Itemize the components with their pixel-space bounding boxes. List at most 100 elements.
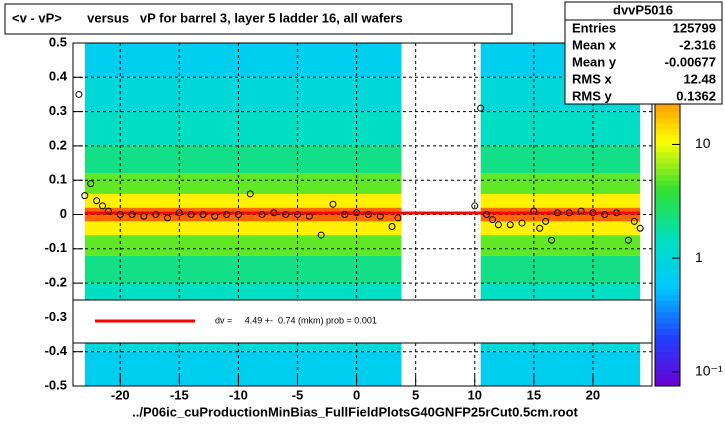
heatmap-cell [84, 193, 402, 208]
colorbar-band [655, 277, 680, 284]
heatmap-cell [84, 77, 402, 112]
profile-marker [477, 104, 485, 112]
colorbar-band [655, 157, 680, 164]
profile-marker [471, 202, 479, 210]
colorbar-band [655, 283, 680, 290]
stats-label: Entries [572, 20, 616, 35]
profile-marker [548, 236, 556, 244]
profile-marker [624, 236, 632, 244]
colorbar-band [655, 300, 680, 307]
colorbar-band [655, 220, 680, 227]
colorbar-band [655, 334, 680, 341]
colorbar-band [655, 328, 680, 336]
heatmap-cell [480, 193, 641, 208]
colorbar-band [655, 145, 680, 153]
profile-marker [282, 211, 290, 218]
heatmap-cell [84, 221, 402, 236]
profile-marker [353, 209, 361, 217]
heatmap-cell [480, 173, 641, 194]
profile-marker [376, 212, 384, 220]
profile-marker [93, 197, 101, 205]
colorbar-band [655, 185, 680, 193]
y-tick-label: -0.4 [45, 343, 68, 358]
profile-marker [199, 211, 207, 218]
colorbar-band [655, 203, 680, 210]
stats-box [564, 1, 723, 105]
colorbar-band [655, 357, 680, 364]
colorbar-band [655, 111, 680, 118]
x-tick-label: 0 [353, 387, 360, 402]
profile-marker [394, 214, 402, 222]
profile-marker [536, 224, 544, 232]
profile-marker [329, 200, 337, 208]
x-tick-label: -10 [229, 387, 248, 402]
chart-title: <v - vP> versus vP for barrel 3, layer 5… [12, 10, 403, 25]
profile-marker [341, 211, 349, 218]
stats-label: RMS x [572, 71, 613, 86]
x-tick-label: -5 [292, 387, 304, 402]
stats-value: 12.48 [683, 71, 716, 86]
x-tick-label: 20 [586, 387, 600, 402]
profile-marker [553, 209, 561, 217]
colorbar-band [655, 225, 680, 233]
heatmap-cell [84, 43, 402, 78]
colorbar-band [655, 340, 680, 347]
colorbar-band [655, 237, 680, 244]
profile-marker [211, 212, 219, 220]
profile-marker [99, 202, 107, 210]
colorbar-band [655, 294, 680, 301]
profile-marker [577, 207, 585, 215]
profile-marker [542, 217, 550, 225]
x-tick-label: 10 [468, 387, 482, 402]
y-tick-label: 0 [60, 206, 67, 221]
y-tick-label: -0.5 [45, 377, 67, 392]
colorbar-band [655, 140, 680, 147]
y-tick-label: 0.3 [49, 103, 67, 118]
profile-marker [75, 90, 83, 98]
colorbar-band [655, 208, 680, 215]
colorbar-band [655, 214, 680, 221]
stats-label: RMS y [572, 88, 613, 103]
profile-marker [589, 209, 597, 217]
legend-text: dv = 4.49 +- 0.74 (mkm) prob = 0.001 [215, 315, 377, 325]
heatmap-cell [84, 235, 402, 256]
profile-marker [388, 223, 396, 231]
colorbar-band [655, 271, 680, 278]
colorbar-band [655, 345, 680, 353]
y-tick-label: -0.2 [45, 275, 67, 290]
heatmap-cell [84, 111, 402, 146]
profile-marker [81, 192, 89, 200]
colorbar-band [655, 243, 680, 250]
heatmap-cell [84, 255, 402, 284]
x-tick-label: 15 [527, 387, 541, 402]
profile-marker [223, 211, 231, 218]
heatmap-cell [480, 255, 641, 284]
profile-marker [530, 207, 538, 215]
profile-marker [317, 231, 325, 239]
colorbar-band [655, 231, 680, 238]
stats-label: Mean x [572, 37, 617, 52]
colorbar-tick-label: 10⁻¹ [695, 362, 723, 378]
heatmap-cell [480, 235, 641, 256]
colorbar-band [655, 134, 680, 141]
colorbar-band [655, 123, 680, 130]
colorbar-tick-label: 1 [695, 249, 703, 265]
profile-marker [483, 211, 491, 218]
profile-marker [630, 217, 638, 225]
colorbar-band [655, 128, 680, 135]
profile-marker [104, 207, 112, 215]
colorbar-band [655, 248, 680, 256]
y-tick-label: -0.3 [45, 309, 67, 324]
stats-label: Mean y [572, 54, 617, 69]
colorbar-band [655, 163, 680, 170]
colorbar-band [655, 168, 680, 175]
colorbar-band [655, 374, 680, 381]
colorbar-band [655, 105, 680, 113]
y-tick-label: 0.1 [49, 172, 67, 187]
profile-marker [305, 212, 313, 220]
colorbar-band [655, 363, 680, 370]
profile-marker [152, 211, 160, 218]
profile-marker [518, 219, 526, 227]
